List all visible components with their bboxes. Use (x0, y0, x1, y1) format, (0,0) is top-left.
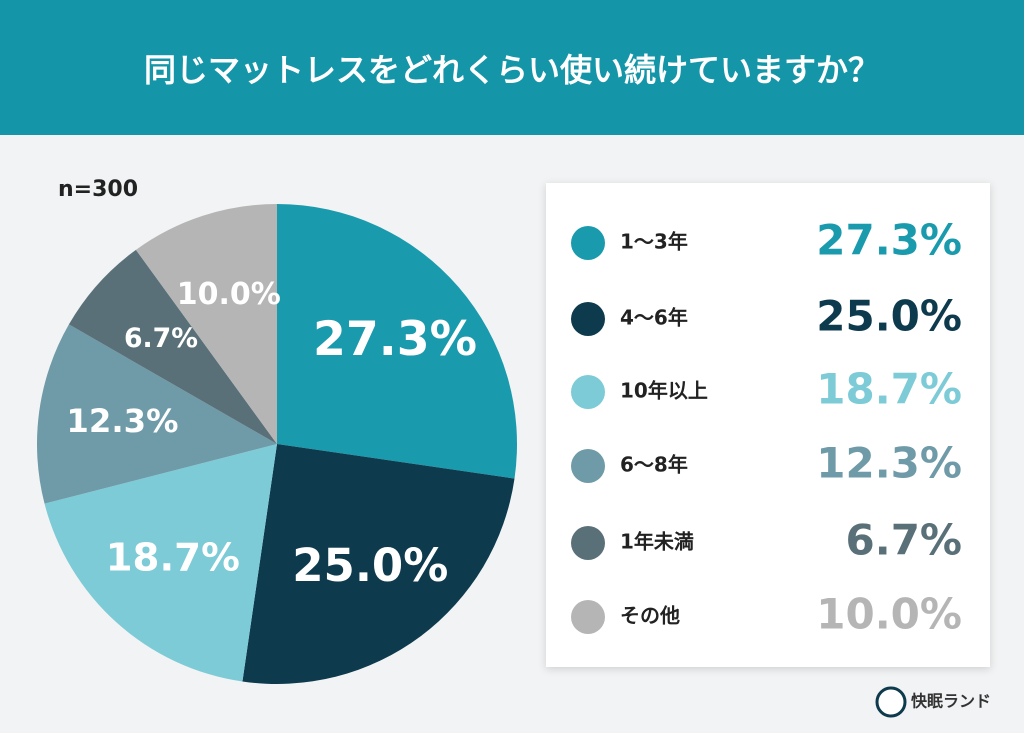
legend-label: 10年以上 (620, 379, 708, 403)
chart-title: 同じマットレスをどれくらい使い続けていますか？ (144, 51, 880, 89)
legend-box (546, 183, 990, 667)
legend-value: 10.0% (816, 590, 962, 639)
legend-label: 6〜8年 (620, 453, 688, 477)
slice-label: 6.7% (124, 323, 198, 354)
legend-swatch (571, 449, 605, 483)
legend-swatch (571, 375, 605, 409)
brand-logo (875, 686, 907, 718)
legend-swatch (571, 302, 605, 336)
slice-label: 12.3% (66, 402, 178, 440)
legend-swatch (571, 526, 605, 560)
header-band (0, 0, 1024, 135)
slice-label: 18.7% (106, 536, 240, 581)
pie-slice (277, 204, 517, 479)
slice-label: 27.3% (313, 312, 477, 367)
legend-label: 1年未満 (620, 530, 694, 554)
legend-swatch (571, 226, 605, 260)
pie-slice (135, 204, 277, 444)
slice-label: 25.0% (292, 539, 448, 592)
legend-label: その他 (620, 604, 680, 628)
pie-slice (242, 444, 515, 685)
legend-label: 4〜6年 (620, 306, 688, 330)
legend-label: 1〜3年 (620, 230, 688, 254)
legend-value: 18.7% (816, 365, 962, 414)
pie-slice (68, 249, 277, 444)
slice-label: 10.0% (177, 277, 281, 312)
brand-name: 快眠ランド (911, 692, 991, 711)
legend-swatch (571, 600, 605, 634)
legend-value: 25.0% (816, 292, 962, 341)
sample-note: n=300 (58, 177, 138, 202)
legend-value: 27.3% (816, 216, 962, 265)
pie-slice (37, 324, 278, 504)
legend-value: 12.3% (816, 439, 962, 488)
pie-slice (44, 444, 278, 682)
legend-value: 6.7% (846, 516, 962, 565)
